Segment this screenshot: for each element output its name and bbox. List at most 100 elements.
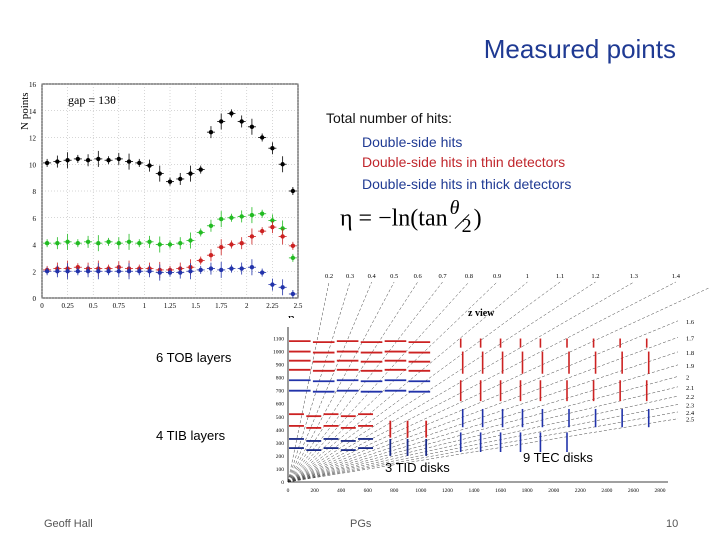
x-tick-label: 0.75 bbox=[113, 302, 126, 310]
r-tick-label: 300 bbox=[276, 441, 285, 447]
eta-ray bbox=[287, 404, 679, 483]
z-tick-label: 1800 bbox=[522, 488, 533, 494]
data-point bbox=[198, 230, 203, 235]
data-point bbox=[208, 223, 214, 228]
data-point bbox=[259, 228, 265, 234]
data-point bbox=[198, 267, 203, 273]
data-point bbox=[167, 270, 173, 275]
eta-label: 0.6 bbox=[414, 273, 423, 280]
eta-ray bbox=[287, 281, 395, 483]
x-tick-label: 2.25 bbox=[266, 302, 279, 310]
r-tick-label: 200 bbox=[276, 454, 285, 460]
y-axis-label: N points bbox=[19, 92, 31, 130]
eta-ray bbox=[287, 411, 679, 483]
data-point bbox=[116, 269, 122, 274]
x-tick-label: 2.5 bbox=[294, 302, 303, 310]
diagram-axes: 0 100 200 300 400 500 600 700 800 900 1000 1100 0 200… bbox=[273, 327, 668, 494]
z-tick-label: 2000 bbox=[548, 488, 559, 494]
eta-label: 2 bbox=[686, 374, 689, 381]
data-point bbox=[147, 269, 152, 274]
data-point bbox=[55, 159, 60, 164]
x-tick-label: 1 bbox=[143, 302, 147, 310]
formula-lhs: η = −ln(tan bbox=[340, 205, 448, 232]
data-point bbox=[126, 269, 132, 274]
data-point bbox=[290, 255, 296, 261]
data-point bbox=[198, 258, 203, 263]
data-point bbox=[157, 171, 162, 176]
eta-label: 0.9 bbox=[493, 273, 501, 280]
eta-label: 1.2 bbox=[591, 273, 599, 280]
data-point bbox=[188, 171, 193, 176]
data-point bbox=[219, 244, 224, 250]
r-tick-label: 400 bbox=[276, 428, 285, 434]
data-point bbox=[280, 234, 285, 239]
footer-center: PGs bbox=[350, 518, 372, 530]
data-point bbox=[75, 265, 81, 270]
data-point bbox=[270, 282, 275, 287]
data-point bbox=[65, 269, 70, 274]
r-tick-label: 700 bbox=[276, 389, 285, 395]
eta-label: 1.7 bbox=[686, 335, 695, 342]
slide-title: Measured points bbox=[483, 34, 676, 64]
data-point bbox=[219, 119, 224, 124]
chart-axes: 0 2 4 6 8 10 12 14 16 0 0.25 0.5 0.75 1 1.25 1.5 1.75 2 2.… bbox=[29, 81, 303, 310]
eta-label: 1 bbox=[526, 273, 529, 280]
y-tick-label: 8 bbox=[33, 188, 37, 196]
data-point bbox=[167, 179, 173, 184]
data-point bbox=[208, 129, 214, 135]
eta-ray bbox=[287, 281, 330, 483]
data-point bbox=[65, 239, 70, 245]
tec-label: 9 TEC disks bbox=[523, 450, 593, 465]
eta-label: 1.4 bbox=[672, 273, 681, 280]
data-point bbox=[137, 160, 142, 166]
data-point bbox=[280, 226, 285, 231]
data-point bbox=[157, 270, 162, 275]
x-tick-label: 1.75 bbox=[215, 302, 228, 310]
eta-ray bbox=[287, 418, 679, 483]
data-point bbox=[229, 215, 234, 220]
r-tick-label: 0 bbox=[281, 480, 284, 486]
eta-label: 0.4 bbox=[368, 273, 377, 280]
data-point bbox=[270, 146, 275, 151]
data-point bbox=[239, 214, 244, 219]
y-tick-label: 6 bbox=[33, 215, 37, 223]
data-point bbox=[259, 135, 265, 140]
eta-ray bbox=[287, 386, 679, 483]
z-tick-label: 2800 bbox=[655, 488, 666, 494]
y-tick-label: 4 bbox=[33, 242, 37, 250]
data-point bbox=[249, 234, 255, 239]
data-point bbox=[85, 158, 91, 163]
r-tick-label: 1000 bbox=[273, 350, 284, 356]
eta-label: 1.1 bbox=[556, 273, 564, 280]
formula-denominator: 2 bbox=[461, 215, 472, 237]
data-point bbox=[229, 242, 234, 247]
data-point bbox=[188, 238, 193, 243]
plot-frame bbox=[41, 83, 299, 299]
data-point bbox=[239, 240, 244, 246]
data-point bbox=[65, 158, 70, 163]
data-point bbox=[96, 156, 101, 162]
data-point bbox=[137, 240, 142, 246]
y-tick-label: 16 bbox=[29, 81, 37, 89]
data-point bbox=[259, 270, 265, 275]
legend-item-thick: Double-side hits in thick detectors bbox=[362, 176, 572, 192]
data-point bbox=[249, 212, 255, 218]
eta-rays: 0.20.30.40.50.60.70.80.911.11.21.31.41.5… bbox=[287, 273, 710, 483]
data-point bbox=[198, 167, 203, 172]
z-tick-label: 200 bbox=[310, 488, 319, 494]
y-tick-label: 0 bbox=[33, 295, 37, 303]
data-point bbox=[249, 124, 255, 129]
x-tick-label: 0 bbox=[40, 302, 44, 310]
eta-label: 1.9 bbox=[686, 363, 694, 370]
data-point bbox=[55, 240, 60, 246]
x-tick-label: 1.25 bbox=[164, 302, 177, 310]
gap-annotation: gap = 13θ bbox=[68, 93, 116, 107]
legend-heading: Total number of hits: bbox=[326, 110, 453, 126]
eta-label: 2.1 bbox=[686, 385, 694, 392]
data-point bbox=[147, 239, 152, 245]
eta-label: 2.3 bbox=[686, 402, 694, 409]
z-tick-label: 2600 bbox=[628, 488, 639, 494]
data-point bbox=[290, 188, 296, 194]
y-tick-label: 2 bbox=[33, 268, 37, 276]
data-point bbox=[219, 216, 224, 222]
